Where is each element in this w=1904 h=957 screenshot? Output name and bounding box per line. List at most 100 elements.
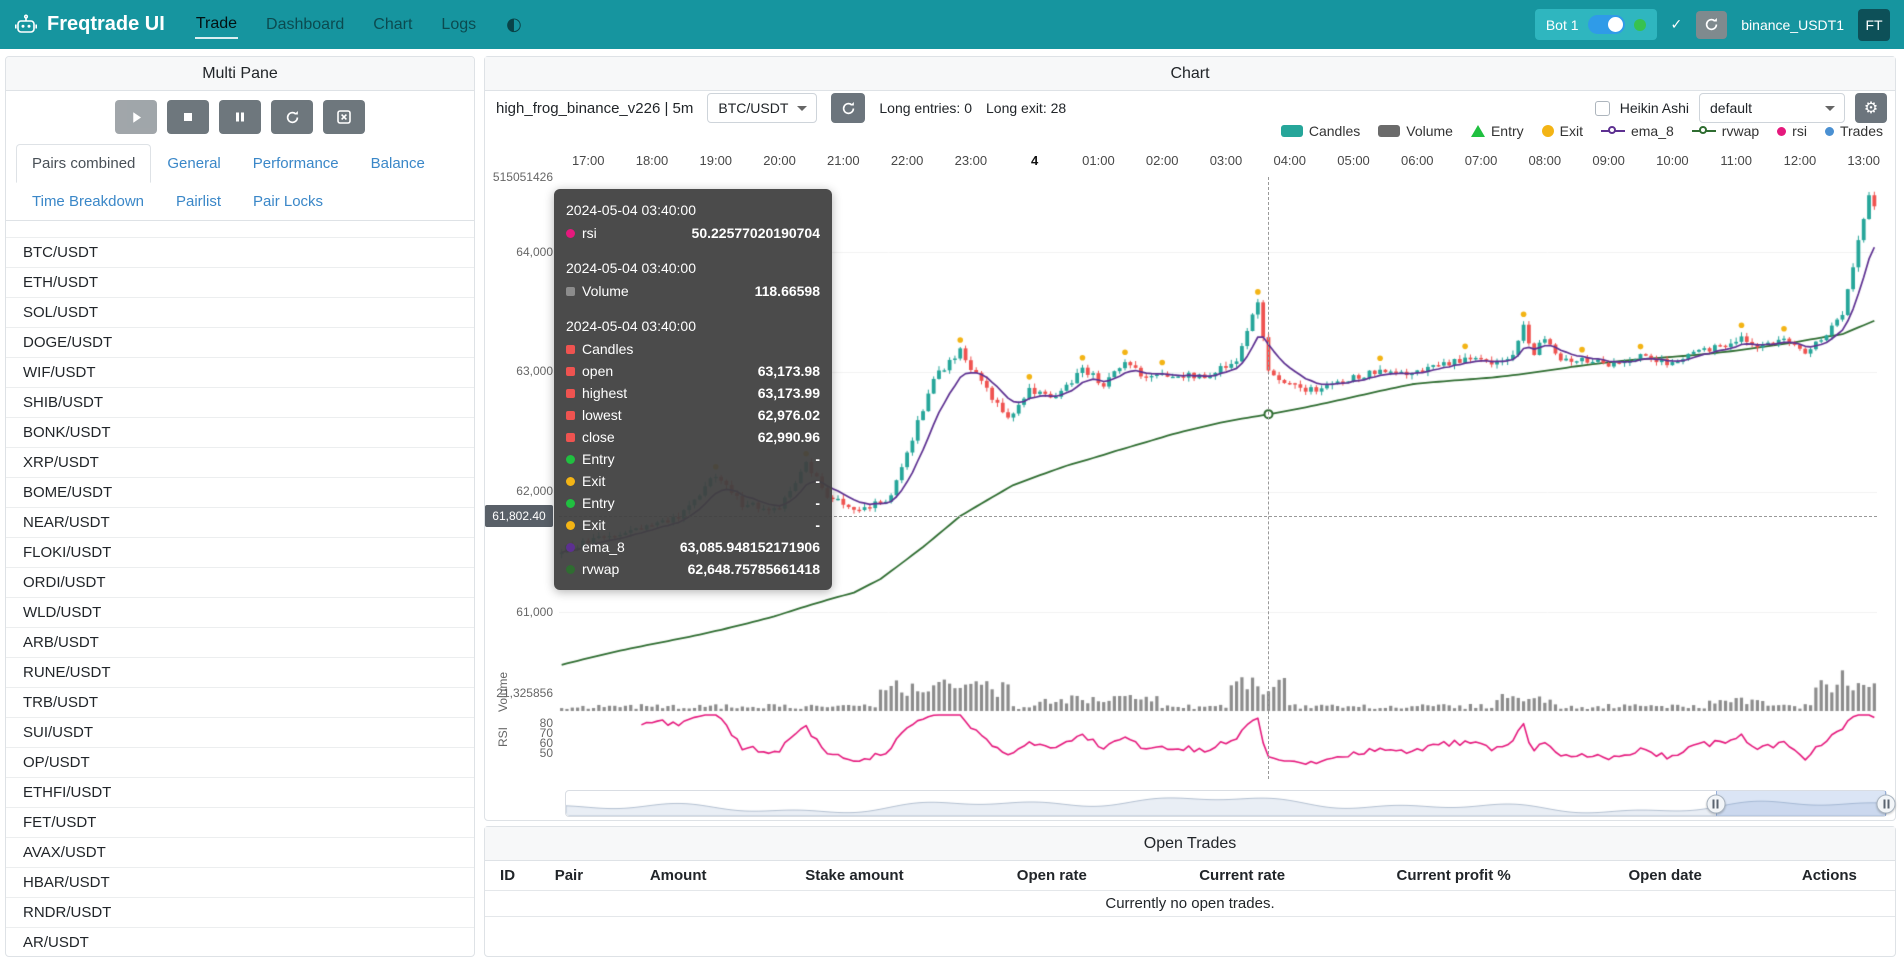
tab-pairs-combined[interactable]: Pairs combined — [16, 144, 152, 183]
pair-row-xrp-usdt[interactable]: XRP/USDT — [6, 448, 474, 478]
top-navbar: Freqtrade UI Trade Dashboard Chart Logs ◐ B… — [0, 0, 1904, 49]
tooltip-row-candles: Candles — [566, 338, 820, 360]
tooltip-label: Volume — [582, 283, 629, 299]
user-avatar[interactable]: FT — [1858, 8, 1890, 41]
volume-legend-marker-icon — [1378, 125, 1401, 137]
heikin-ashi-checkbox[interactable] — [1594, 100, 1610, 116]
time-tick-20-00: 20:00 — [763, 153, 796, 168]
legend-item-candles[interactable]: Candles — [1280, 123, 1361, 139]
legend-item-rvwap[interactable]: rvwap — [1691, 123, 1760, 139]
multi-pane-title: Multi Pane — [6, 57, 474, 91]
pair-row-rune-usdt[interactable]: RUNE/USDT — [6, 658, 474, 688]
pair-row-eth-usdt[interactable]: ETH/USDT — [6, 268, 474, 298]
chart-options: Heikin Ashi default ⚙ — [1594, 93, 1887, 123]
price-tick-label: 62,000 — [516, 484, 553, 498]
legend-item-label: rvwap — [1721, 123, 1760, 139]
pair-row-floki-usdt[interactable]: FLOKI/USDT — [6, 538, 474, 568]
volume-marker-icon — [566, 286, 575, 296]
reload-icon — [286, 110, 298, 123]
candles-legend-marker-icon — [1280, 125, 1303, 137]
tooltip-value: - — [815, 517, 820, 533]
legend-item-volume[interactable]: Volume — [1378, 123, 1453, 139]
tab-balance[interactable]: Balance — [370, 155, 425, 172]
rsi-marker-icon — [566, 228, 575, 238]
price-tick-label: 63,000 — [516, 364, 553, 378]
pair-row-ar-usdt[interactable]: AR/USDT — [6, 928, 474, 956]
stop-bot-button[interactable] — [167, 100, 209, 134]
nav-item-chart[interactable]: Chart — [373, 15, 413, 33]
pair-row-shib-usdt[interactable]: SHIB/USDT — [6, 388, 474, 418]
pair-row-near-usdt[interactable]: NEAR/USDT — [6, 508, 474, 538]
trades-legend-marker-icon — [1824, 126, 1834, 136]
pair-row-avax-usdt[interactable]: AVAX/USDT — [6, 838, 474, 868]
chart-legend: Candles Volume Entry Exit ema_8 rvwap rsi Trade… — [1280, 119, 1883, 143]
tooltip-value: 63,173.99 — [757, 385, 820, 401]
pair-row-wld-usdt[interactable]: WLD/USDT — [6, 598, 474, 628]
pair-row-ordi-usdt[interactable]: ORDI/USDT — [6, 568, 474, 598]
nav-item-dashboard[interactable]: Dashboard — [266, 15, 345, 33]
plot-config-value: default — [1710, 100, 1753, 116]
theme-toggle-icon[interactable]: ◐ — [506, 14, 522, 35]
long-exit-label: Long exit: 28 — [986, 100, 1067, 116]
tab-pairlist[interactable]: Pairlist — [176, 193, 222, 210]
datazoom-selection[interactable] — [1715, 791, 1886, 816]
pair-row-wif-usdt[interactable]: WIF/USDT — [6, 358, 474, 388]
pair-row-sui-usdt[interactable]: SUI/USDT — [6, 718, 474, 748]
legend-item-label: Volume — [1406, 123, 1453, 139]
cancel-open-orders-button[interactable] — [323, 100, 365, 134]
pause-bot-button[interactable] — [219, 100, 261, 134]
chart-panel-title: Chart — [485, 57, 1895, 91]
pair-row-op-usdt[interactable]: OP/USDT — [6, 748, 474, 778]
time-tick-07-00: 07:00 — [1464, 153, 1498, 168]
tab-time-breakdown[interactable]: Time Breakdown — [32, 193, 144, 210]
tooltip-label: rvwap — [582, 561, 620, 577]
pair-row-bome-usdt[interactable]: BOME/USDT — [6, 478, 474, 508]
time-tick-02-00: 02:00 — [1145, 153, 1179, 168]
chart-settings-button[interactable]: ⚙ — [1855, 93, 1887, 123]
lowest-marker-icon — [566, 410, 575, 420]
pair-select[interactable]: BTC/USDT — [707, 93, 818, 123]
pair-row-trb-usdt[interactable]: TRB/USDT — [6, 688, 474, 718]
pair-row-rndr-usdt[interactable]: RNDR/USDT — [6, 898, 474, 928]
legend-item-rsi[interactable]: rsi — [1777, 123, 1807, 139]
legend-item-ema-8[interactable]: ema_8 — [1600, 123, 1674, 139]
tooltip-row-volume: Volume 118.66598 — [566, 280, 820, 302]
nav-item-logs[interactable]: Logs — [441, 15, 477, 33]
nav-item-trade[interactable]: Trade — [194, 11, 239, 39]
tooltip-value: 62,648.75785661418 — [687, 561, 820, 577]
pair-row-sol-usdt[interactable]: SOL/USDT — [6, 298, 474, 328]
pair-row-btc-usdt[interactable]: BTC/USDT — [6, 238, 474, 268]
legend-item-label: Candles — [1308, 123, 1361, 139]
trades-column-actions: Actions — [1801, 867, 1857, 884]
pair-row-doge-usdt[interactable]: DOGE/USDT — [6, 328, 474, 358]
bot-online-toggle[interactable] — [1587, 15, 1625, 34]
pair-row-ethfi-usdt[interactable]: ETHFI/USDT — [6, 778, 474, 808]
trades-column-current-profit: Current profit % — [1396, 867, 1511, 884]
tab-pair-locks[interactable]: Pair Locks — [253, 193, 324, 210]
reload-bot-button[interactable] — [1696, 10, 1728, 39]
strategy-timeframe-label: high_frog_binance_v226 | 5m — [496, 99, 694, 117]
tab-general[interactable]: General — [167, 155, 221, 172]
bot-selector[interactable]: Bot 1 — [1534, 9, 1657, 40]
tooltip-label: Candles — [582, 341, 634, 357]
long-entries-label: Long entries: 0 — [879, 100, 972, 116]
legend-item-entry[interactable]: Entry — [1470, 123, 1524, 139]
plot-config-select[interactable]: default — [1699, 93, 1845, 123]
datazoom-right-handle[interactable] — [1876, 794, 1896, 813]
play-icon — [132, 111, 141, 123]
multi-pane-panel: Multi Pane Pairs combined General Performa… — [5, 56, 475, 957]
tooltip-label: rsi — [582, 225, 597, 241]
datazoom-left-handle[interactable] — [1706, 794, 1726, 813]
refresh-chart-button[interactable] — [831, 93, 866, 123]
tab-performance[interactable]: Performance — [252, 155, 339, 172]
pair-row-arb-usdt[interactable]: ARB/USDT — [6, 628, 474, 658]
pair-row-fet-usdt[interactable]: FET/USDT — [6, 808, 474, 838]
legend-item-trades[interactable]: Trades — [1824, 123, 1883, 139]
pair-row-bonk-usdt[interactable]: BONK/USDT — [6, 418, 474, 448]
datazoom-navigator[interactable] — [565, 790, 1896, 817]
check-icon: ✓ — [1670, 16, 1683, 33]
start-bot-button[interactable] — [115, 100, 157, 134]
reload-config-button[interactable] — [271, 100, 313, 134]
legend-item-exit[interactable]: Exit — [1541, 123, 1583, 139]
pair-row-hbar-usdt[interactable]: HBAR/USDT — [6, 868, 474, 898]
